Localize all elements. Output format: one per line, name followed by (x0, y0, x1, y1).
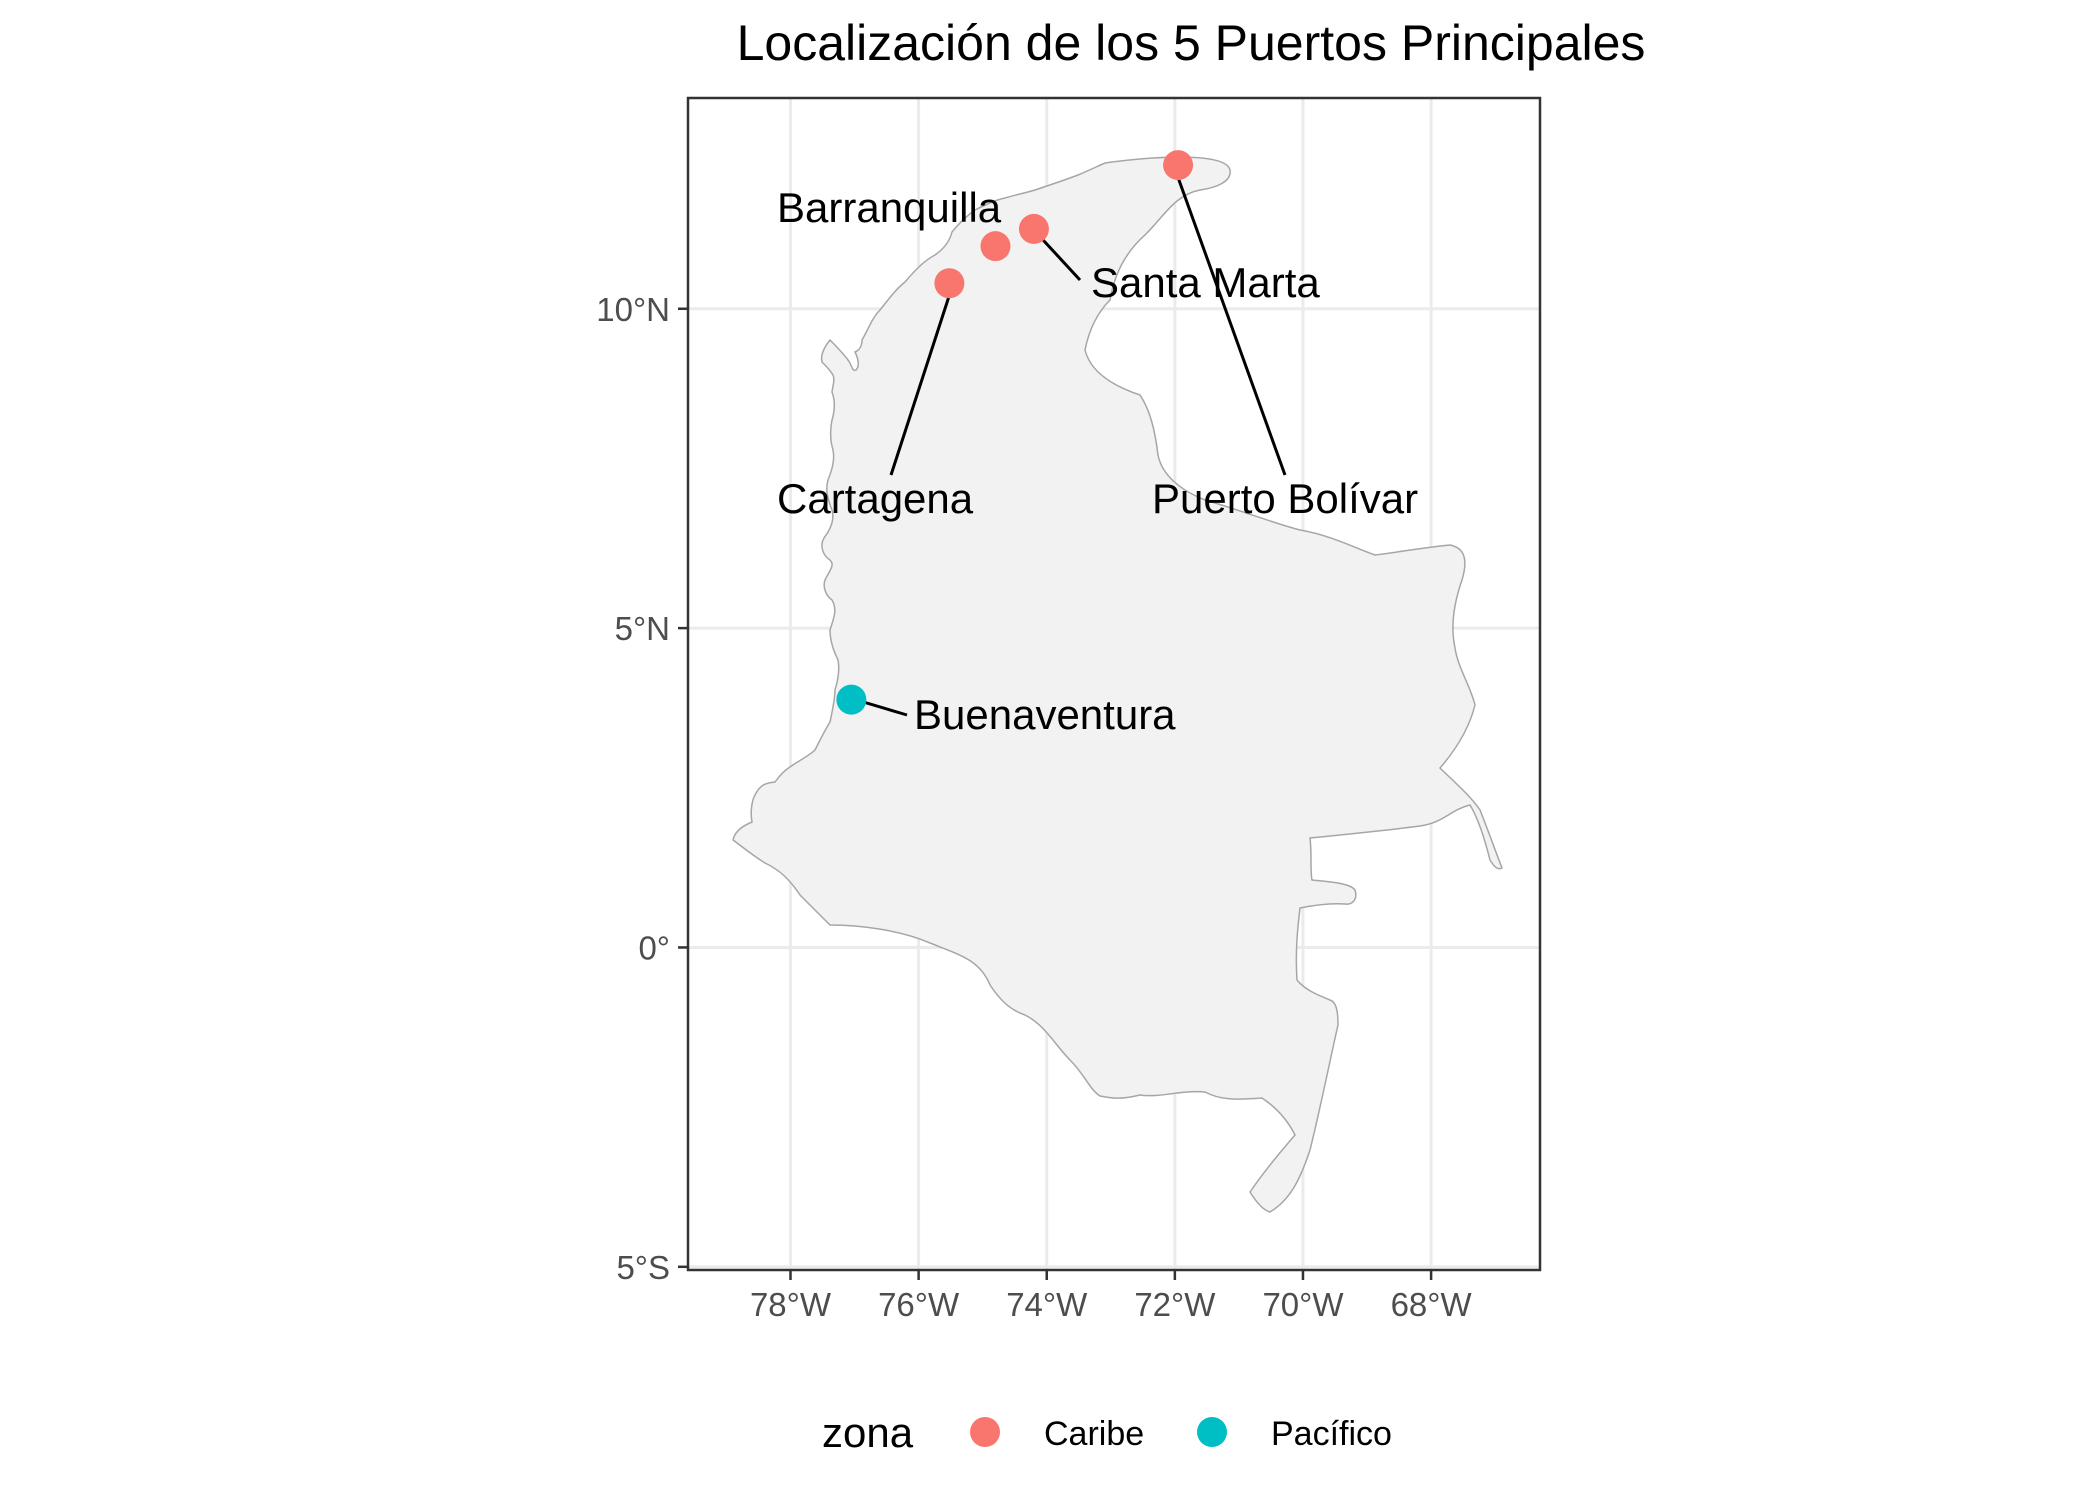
port-point-santa-marta (1018, 213, 1049, 244)
legend-label-caribe: Caribe (1044, 1415, 1144, 1453)
port-point-puerto-bolivar (1163, 150, 1194, 181)
y-axis: 10°N 5°N 0° 5°S (596, 291, 688, 1286)
y-tick-label: 10°N (596, 291, 670, 328)
port-label-buenaventura: Buenaventura (914, 691, 1176, 738)
port-label-barranquilla: Barranquilla (777, 184, 1002, 231)
port-labels: Barranquilla Santa Marta Cartagena Puert… (777, 184, 1418, 738)
colombia-landmass (732, 156, 1503, 1213)
chart-title: Localización de los 5 Puertos Principale… (737, 15, 1646, 71)
label-leader-lines (849, 168, 1287, 717)
x-tick-label: 70°W (1262, 1286, 1344, 1323)
port-point-buenaventura (836, 684, 867, 715)
port-point-barranquilla (980, 231, 1011, 262)
leader-line-cartagena (889, 283, 955, 476)
y-tick-label: 0° (638, 929, 670, 966)
port-point-cartagena (934, 268, 965, 299)
x-tick-label: 76°W (878, 1286, 960, 1323)
x-tick-label: 74°W (1006, 1286, 1088, 1323)
legend-label-pacifico: Pacífico (1271, 1415, 1392, 1453)
legend: zona Caribe Pacífico (822, 1409, 1392, 1456)
legend-key-pacifico (1197, 1417, 1227, 1447)
port-label-cartagena: Cartagena (777, 475, 974, 522)
legend-key-caribe (970, 1417, 1000, 1447)
leader-line-puerto-bolivar (1173, 168, 1287, 476)
port-label-santa-marta: Santa Marta (1091, 259, 1320, 306)
x-tick-label: 72°W (1134, 1286, 1216, 1323)
panel-border (686, 96, 1542, 1272)
y-tick-label: 5°S (616, 1249, 670, 1286)
port-label-puerto-bolivar: Puerto Bolívar (1152, 475, 1418, 522)
map-panel: Barranquilla Santa Marta Cartagena Puert… (686, 96, 1542, 1272)
x-tick-label: 68°W (1391, 1286, 1473, 1323)
port-points (836, 150, 1194, 715)
y-tick-label: 5°N (615, 610, 670, 647)
x-axis: 78°W 76°W 74°W 72°W 70°W 68°W (750, 1270, 1473, 1323)
legend-title: zona (822, 1409, 914, 1456)
x-tick-label: 78°W (750, 1286, 832, 1323)
